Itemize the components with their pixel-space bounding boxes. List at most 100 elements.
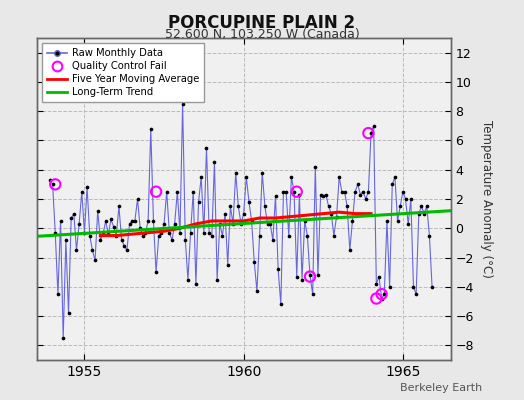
Point <box>253 288 261 294</box>
Point <box>133 196 141 202</box>
Point <box>144 218 152 224</box>
Point <box>300 218 309 224</box>
Point <box>112 232 121 239</box>
Point <box>149 218 158 224</box>
Point <box>224 262 232 268</box>
Point <box>115 203 123 210</box>
Point <box>356 192 365 198</box>
Point <box>292 273 301 280</box>
Point <box>414 210 423 217</box>
Point <box>337 188 346 195</box>
Point <box>316 192 325 198</box>
Point <box>388 181 397 188</box>
Point <box>117 237 126 243</box>
Point <box>123 247 131 254</box>
Point <box>351 188 359 195</box>
Point <box>75 221 83 227</box>
Point <box>173 188 181 195</box>
Point <box>184 276 192 283</box>
Point <box>194 199 203 205</box>
Point <box>181 237 190 243</box>
Point <box>295 192 303 198</box>
Point <box>102 218 110 224</box>
Point <box>362 196 370 202</box>
Point <box>425 232 433 239</box>
Y-axis label: Temperature Anomaly (°C): Temperature Anomaly (°C) <box>481 120 494 278</box>
Point <box>62 237 70 243</box>
Point <box>64 310 73 316</box>
Point <box>279 188 288 195</box>
Point <box>290 188 298 195</box>
Point <box>391 174 399 180</box>
Point <box>311 164 320 170</box>
Point <box>343 203 352 210</box>
Point <box>407 196 415 202</box>
Point <box>359 188 367 195</box>
Point <box>202 144 211 151</box>
Point <box>306 273 314 280</box>
Point <box>234 203 243 210</box>
Point <box>348 218 357 224</box>
Point <box>245 199 253 205</box>
Point <box>152 269 160 275</box>
Point <box>192 281 200 287</box>
Point <box>51 230 59 236</box>
Point <box>48 181 57 188</box>
Point <box>176 230 184 236</box>
Point <box>218 232 226 239</box>
Point <box>59 335 68 341</box>
Point <box>232 170 240 176</box>
Point <box>210 159 219 166</box>
Point <box>57 218 65 224</box>
Point <box>104 231 113 237</box>
Point <box>229 221 237 227</box>
Point <box>375 273 383 280</box>
Point <box>72 247 81 254</box>
Point <box>239 210 248 217</box>
Point <box>242 174 250 180</box>
Point <box>70 210 78 217</box>
Text: Berkeley Earth: Berkeley Earth <box>400 383 482 393</box>
Point <box>130 218 139 224</box>
Point <box>54 291 62 297</box>
Point <box>399 188 407 195</box>
Point <box>340 188 348 195</box>
Point <box>422 203 431 210</box>
Point <box>250 259 258 265</box>
Point <box>428 284 436 290</box>
Point <box>67 215 75 221</box>
Point <box>364 130 373 136</box>
Point <box>147 126 155 132</box>
Point <box>179 101 187 107</box>
Point <box>107 216 115 223</box>
Point <box>292 188 301 195</box>
Point <box>139 232 147 239</box>
Point <box>160 221 168 227</box>
Point <box>91 257 99 264</box>
Point <box>269 237 277 243</box>
Point <box>386 284 394 290</box>
Point <box>367 130 375 136</box>
Point <box>221 210 230 217</box>
Point <box>401 196 410 202</box>
Point <box>314 272 322 278</box>
Point <box>93 208 102 214</box>
Point <box>306 272 314 278</box>
Point <box>96 237 105 243</box>
Point <box>285 232 293 239</box>
Point <box>271 193 280 199</box>
Point <box>324 203 333 210</box>
Point <box>364 188 373 195</box>
Point <box>303 232 312 239</box>
Point <box>380 291 388 297</box>
Point <box>162 188 171 195</box>
Point <box>335 174 343 180</box>
Point <box>128 218 136 224</box>
Point <box>213 276 221 283</box>
Point <box>155 232 163 239</box>
Point <box>237 221 245 227</box>
Point <box>165 230 173 236</box>
Point <box>110 224 118 230</box>
Point <box>322 192 330 198</box>
Point <box>287 174 296 180</box>
